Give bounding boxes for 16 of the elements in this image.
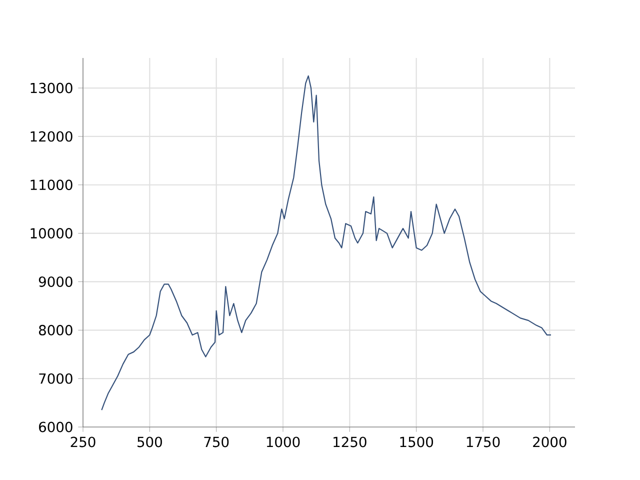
y-tick-label: 6000 xyxy=(39,422,72,432)
x-tick-label: 500 xyxy=(138,436,162,448)
x-tick-label: 1500 xyxy=(400,436,434,448)
y-tick-label: 9000 xyxy=(38,276,72,287)
y-tick-label: 7000 xyxy=(39,373,72,384)
y-tick-label: 10000 xyxy=(30,228,72,239)
x-tick-label: 250 xyxy=(70,436,96,448)
x-tick-label: 750 xyxy=(204,436,229,448)
y-tick-label: 13000 xyxy=(30,82,72,94)
y-tick-label: 11000 xyxy=(30,180,72,190)
x-tick-label: 2000 xyxy=(533,436,566,448)
x-tick-label: 1750 xyxy=(466,436,500,448)
y-tick-label: 8000 xyxy=(38,324,72,336)
y-tick-label: 12000 xyxy=(30,131,72,142)
x-tick-label: 1250 xyxy=(334,436,366,448)
x-tick-label: 1000 xyxy=(266,436,300,448)
